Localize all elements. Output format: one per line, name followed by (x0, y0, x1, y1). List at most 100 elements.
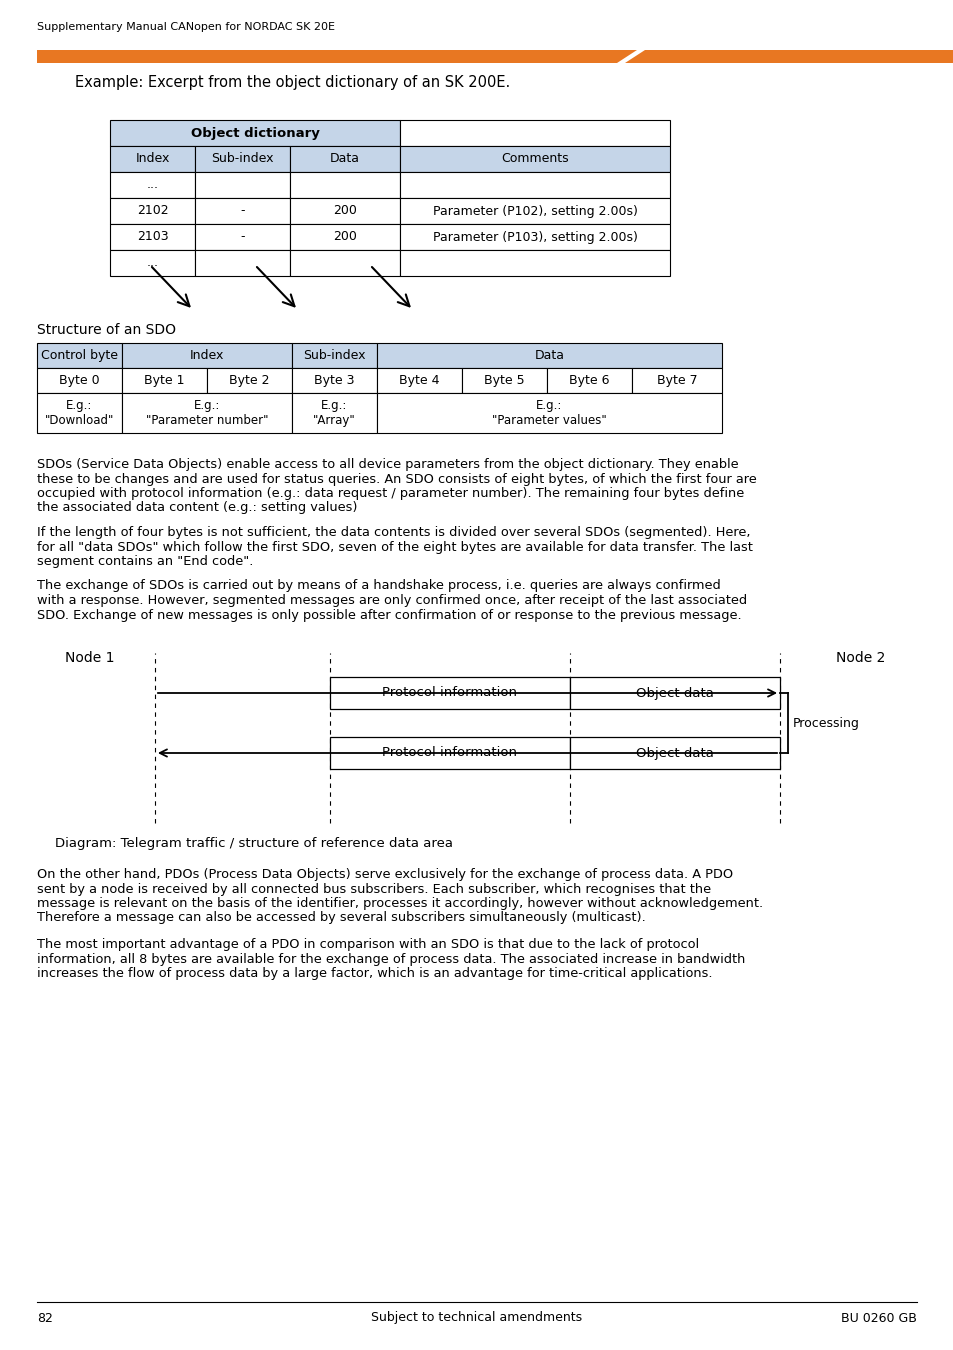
Text: E.g.:
"Download": E.g.: "Download" (45, 400, 114, 427)
Text: 82: 82 (37, 1311, 52, 1324)
Text: for all "data SDOs" which follow the first SDO, seven of the eight bytes are ava: for all "data SDOs" which follow the fir… (37, 540, 752, 553)
Text: message is relevant on the basis of the identifier, processes it accordingly, ho: message is relevant on the basis of the … (37, 896, 762, 910)
Text: Index: Index (190, 350, 224, 362)
Bar (207, 369, 292, 393)
Text: Control byte: Control byte (41, 350, 118, 362)
Text: Sub-index: Sub-index (211, 153, 274, 166)
Bar (194, 250, 290, 275)
Bar (110, 250, 194, 275)
Text: Byte 1: Byte 1 (144, 374, 185, 387)
Text: SDOs (Service Data Objects) enable access to all device parameters from the obje: SDOs (Service Data Objects) enable acces… (37, 458, 738, 471)
Bar (194, 198, 290, 224)
Bar (376, 369, 461, 393)
Bar (290, 171, 399, 198)
Bar (290, 224, 399, 250)
Bar (122, 393, 292, 433)
Bar (110, 224, 194, 250)
Text: E.g.:
"Parameter values": E.g.: "Parameter values" (492, 400, 606, 427)
Text: BU 0260 GB: BU 0260 GB (841, 1311, 916, 1324)
Bar (399, 146, 669, 171)
Text: Processing: Processing (792, 717, 859, 729)
Text: Parameter (P103), setting 2.00s): Parameter (P103), setting 2.00s) (432, 231, 637, 243)
Text: SDO. Exchange of new messages is only possible after confirmation of or response: SDO. Exchange of new messages is only po… (37, 609, 740, 621)
Text: The most important advantage of a PDO in comparison with an SDO is that due to t: The most important advantage of a PDO in… (37, 938, 699, 950)
Bar (330, 676, 569, 709)
Text: increases the flow of process data by a large factor, which is an advantage for : increases the flow of process data by a … (37, 967, 712, 980)
Text: -: - (240, 231, 245, 243)
Text: 200: 200 (333, 231, 356, 243)
Bar (569, 676, 780, 709)
Bar (290, 198, 399, 224)
Bar (122, 343, 292, 369)
Text: Comments: Comments (500, 153, 568, 166)
Text: Byte 5: Byte 5 (484, 374, 524, 387)
Text: Protocol information: Protocol information (382, 687, 517, 699)
Text: Byte 4: Byte 4 (399, 374, 439, 387)
Bar (37, 369, 122, 393)
Bar (399, 171, 669, 198)
Bar (292, 393, 376, 433)
Text: segment contains an "End code".: segment contains an "End code". (37, 555, 253, 568)
Text: 200: 200 (333, 204, 356, 217)
Text: Byte 3: Byte 3 (314, 374, 355, 387)
Text: Data: Data (534, 350, 564, 362)
Bar (110, 171, 194, 198)
Bar (399, 198, 669, 224)
Bar (37, 393, 122, 433)
Bar (110, 146, 194, 171)
Bar (194, 171, 290, 198)
Text: Subject to technical amendments: Subject to technical amendments (371, 1311, 582, 1324)
Text: Object data: Object data (636, 747, 713, 760)
Bar (461, 369, 546, 393)
Bar (290, 146, 399, 171)
Bar (194, 146, 290, 171)
Text: Byte 0: Byte 0 (59, 374, 100, 387)
Bar (110, 198, 194, 224)
Bar (399, 250, 669, 275)
Bar (546, 369, 631, 393)
Text: Node 1: Node 1 (65, 651, 114, 666)
Text: Protocol information: Protocol information (382, 747, 517, 760)
Text: Byte 7: Byte 7 (656, 374, 697, 387)
Text: Sub-index: Sub-index (303, 350, 365, 362)
Text: Data: Data (330, 153, 359, 166)
Text: sent by a node is received by all connected bus subscribers. Each subscriber, wh: sent by a node is received by all connec… (37, 883, 710, 895)
Bar (330, 737, 569, 769)
Bar (569, 737, 780, 769)
Text: Example: Excerpt from the object dictionary of an SK 200E.: Example: Excerpt from the object diction… (75, 74, 510, 89)
Polygon shape (37, 50, 637, 63)
Text: Object dictionary: Object dictionary (191, 127, 319, 139)
Bar (376, 393, 721, 433)
Bar (110, 120, 399, 146)
Text: these to be changes and are used for status queries. An SDO consists of eight by: these to be changes and are used for sta… (37, 472, 756, 486)
Bar (292, 369, 376, 393)
Text: If the length of four bytes is not sufficient, the data contents is divided over: If the length of four bytes is not suffi… (37, 526, 750, 539)
Text: Structure of an SDO: Structure of an SDO (37, 323, 175, 338)
Text: Index: Index (135, 153, 170, 166)
Polygon shape (624, 50, 953, 63)
Text: Diagram: Telegram traffic / structure of reference data area: Diagram: Telegram traffic / structure of… (55, 837, 453, 849)
Text: Parameter (P102), setting 2.00s): Parameter (P102), setting 2.00s) (432, 204, 637, 217)
Bar (399, 224, 669, 250)
Bar (399, 120, 669, 146)
Text: Object data: Object data (636, 687, 713, 699)
Text: Byte 6: Byte 6 (569, 374, 609, 387)
Text: the associated data content (e.g.: setting values): the associated data content (e.g.: setti… (37, 501, 357, 514)
Text: 2102: 2102 (136, 204, 168, 217)
Text: On the other hand, PDOs (Process Data Objects) serve exclusively for the exchang: On the other hand, PDOs (Process Data Ob… (37, 868, 732, 882)
Text: ...: ... (147, 256, 158, 270)
Text: E.g.:
"Parameter number": E.g.: "Parameter number" (146, 400, 268, 427)
Text: occupied with protocol information (e.g.: data request / parameter number). The : occupied with protocol information (e.g.… (37, 487, 743, 500)
Text: 2103: 2103 (136, 231, 168, 243)
Bar (292, 343, 376, 369)
Text: E.g.:
"Array": E.g.: "Array" (313, 400, 355, 427)
Bar (376, 343, 721, 369)
Text: Node 2: Node 2 (835, 651, 884, 666)
Text: -: - (240, 204, 245, 217)
Bar (37, 343, 122, 369)
Bar (290, 250, 399, 275)
Text: Therefore a message can also be accessed by several subscribers simultaneously (: Therefore a message can also be accessed… (37, 911, 645, 925)
Text: information, all 8 bytes are available for the exchange of process data. The ass: information, all 8 bytes are available f… (37, 953, 744, 965)
Text: with a response. However, segmented messages are only confirmed once, after rece: with a response. However, segmented mess… (37, 594, 746, 608)
Text: The exchange of SDOs is carried out by means of a handshake process, i.e. querie: The exchange of SDOs is carried out by m… (37, 579, 720, 593)
